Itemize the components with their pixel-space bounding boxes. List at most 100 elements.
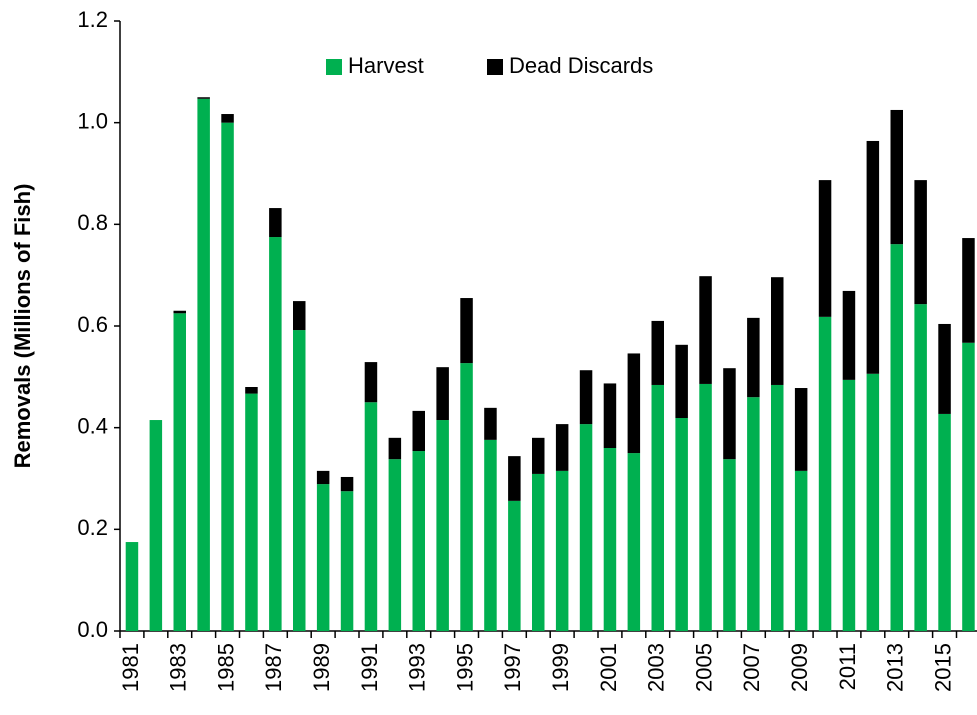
bar-segment — [340, 476, 354, 492]
bar-segment — [842, 379, 856, 631]
bar-segment — [364, 402, 378, 631]
x-tick-label: 2009 — [787, 643, 812, 692]
y-tick-label: 1.0 — [77, 108, 108, 133]
bar-segment — [579, 370, 593, 425]
y-axis-title: Removals (Millions of Fish) — [10, 184, 35, 469]
legend-label: Dead Discards — [509, 53, 653, 78]
bar-segment — [555, 424, 569, 471]
bar-segment — [316, 484, 330, 631]
x-tick-label: 1989 — [309, 643, 334, 692]
x-tick-label: 2003 — [644, 643, 669, 692]
bar-segment — [555, 470, 569, 631]
x-tick-label: 2011 — [835, 643, 860, 690]
bar-segment — [771, 277, 784, 385]
x-tick-label: 1981 — [118, 643, 143, 692]
bar-segment — [914, 304, 927, 631]
bar-segment — [532, 473, 545, 631]
bar-segment — [818, 180, 832, 317]
bar-segment — [747, 317, 760, 398]
bar-segment — [221, 122, 234, 632]
bar-segment — [388, 437, 402, 460]
bar-segment — [532, 437, 545, 474]
bar-segment — [747, 397, 760, 631]
bar-segment — [508, 500, 521, 631]
bar-segment — [508, 456, 521, 501]
bar-segment — [962, 238, 975, 343]
bar-segment — [938, 323, 951, 414]
bar-segment — [173, 310, 186, 314]
x-tick-label: 2005 — [691, 643, 716, 692]
x-tick-label: 1983 — [166, 643, 191, 692]
bar-segment — [771, 384, 784, 631]
bar-segment — [627, 353, 641, 454]
bar-segment — [436, 367, 449, 421]
x-tick-label: 1995 — [452, 643, 477, 692]
y-tick-label: 0.2 — [77, 515, 108, 540]
bar-segment — [221, 114, 234, 123]
bar-segment — [938, 413, 951, 631]
y-tick-label: 0.0 — [77, 617, 108, 642]
bar-segment — [866, 373, 880, 631]
bar-segment — [364, 362, 378, 403]
x-tick-label: 2007 — [739, 643, 764, 692]
x-tick-label: 2001 — [596, 643, 621, 692]
x-tick-label: 2013 — [883, 643, 908, 692]
x-tick-label: 1991 — [357, 643, 382, 692]
bar-segment — [412, 451, 425, 631]
bar-segment — [842, 290, 856, 380]
bar-segment — [460, 363, 473, 631]
bar-segment — [484, 407, 497, 440]
bar-segment — [675, 418, 688, 631]
x-tick-label: 1985 — [213, 643, 238, 692]
bar-segment — [340, 491, 354, 631]
bar-segment — [197, 98, 210, 631]
bar-segment — [723, 459, 736, 631]
x-tick-label: 1987 — [261, 643, 286, 692]
bar-segment — [794, 470, 808, 631]
bar-segment — [197, 97, 210, 99]
bar-segment — [293, 301, 306, 331]
x-tick-label: 1999 — [548, 643, 573, 692]
bar-segment — [316, 470, 330, 485]
bar-segment — [818, 316, 832, 631]
bar-segment — [293, 330, 306, 631]
y-tick-label: 1.2 — [77, 7, 108, 32]
bar-segment — [794, 388, 808, 471]
bar-segment — [699, 276, 712, 384]
bar-segment — [651, 320, 664, 385]
bar-segment — [149, 420, 163, 631]
bar-segment — [914, 180, 927, 305]
bar-segment — [245, 393, 258, 631]
bar-segment — [962, 342, 975, 631]
bar-segment — [245, 387, 258, 394]
legend-swatch — [487, 59, 503, 75]
y-tick-label: 0.4 — [77, 413, 108, 438]
bar-segment — [460, 298, 473, 364]
bar-segment — [675, 344, 688, 419]
bar-segment — [627, 453, 641, 631]
bar-segment — [269, 237, 282, 631]
bar-segment — [436, 420, 449, 631]
y-tick-label: 0.6 — [77, 312, 108, 337]
bar-segment — [651, 384, 664, 631]
y-tick-label: 0.8 — [77, 210, 108, 235]
bar-segment — [603, 448, 617, 631]
legend-swatch — [326, 59, 342, 75]
bar-segment — [125, 542, 139, 631]
bar-segment — [890, 244, 903, 632]
x-tick-label: 1997 — [500, 643, 525, 692]
bar-segment — [699, 383, 712, 631]
bar-segment — [173, 313, 186, 631]
bar-segment — [484, 439, 497, 631]
bar-segment — [388, 459, 402, 631]
bar-segment — [269, 208, 282, 238]
legend-label: Harvest — [348, 53, 424, 78]
bar-segment — [412, 410, 425, 452]
bar-segment — [866, 140, 880, 374]
bar-segment — [890, 109, 903, 245]
bar-segment — [723, 368, 736, 460]
bar-segment — [603, 383, 617, 448]
x-tick-label: 2015 — [930, 643, 955, 692]
